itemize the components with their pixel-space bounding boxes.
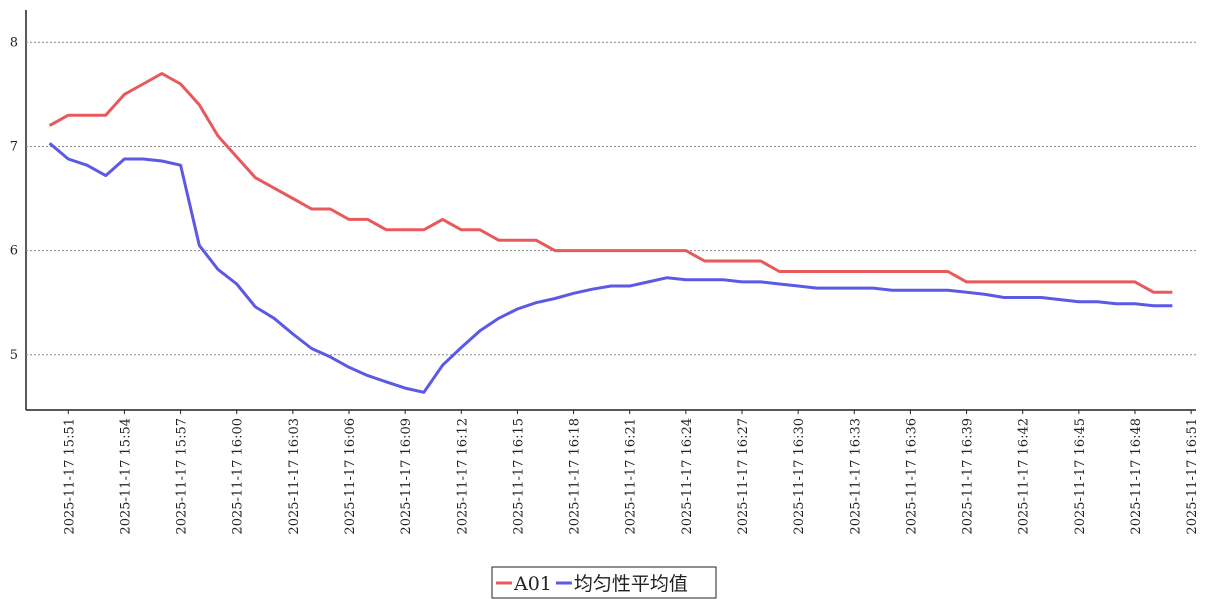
x-tick-label: 2025-11-17 16:51: [1185, 418, 1200, 535]
x-tick-label: 2025-11-17 16:45: [1073, 418, 1088, 535]
x-tick-label: 2025-11-17 16:33: [848, 418, 863, 535]
y-tick-label: 8: [10, 35, 18, 50]
x-tick-label: 2025-11-17 16:27: [736, 418, 751, 535]
y-tick-label: 6: [10, 244, 18, 259]
x-tick-label: 2025-11-17 15:54: [118, 418, 133, 535]
x-tick-label: 2025-11-17 16:06: [343, 418, 358, 535]
legend-label: 均匀性平均值: [574, 573, 688, 595]
x-tick-label: 2025-11-17 16:15: [511, 418, 526, 535]
x-tick-label: 2025-11-17 16:24: [680, 418, 695, 535]
x-tick-label: 2025-11-17 16:21: [624, 418, 639, 535]
x-tick-label: 2025-11-17 16:30: [792, 418, 807, 535]
series-line: [48, 72, 1173, 294]
x-tick-label: 2025-11-17 16:03: [287, 418, 302, 535]
x-tick-label: 2025-11-17 16:09: [399, 418, 414, 535]
x-tick-label: 2025-11-17 15:57: [175, 418, 190, 535]
x-tick-label: 2025-11-17 16:39: [961, 418, 976, 535]
x-tick-label: 2025-11-17 16:42: [1017, 418, 1032, 535]
x-tick-label: 2025-11-17 16:12: [455, 418, 470, 535]
legend-box: [491, 566, 717, 599]
x-tick-label: 2025-11-17 16:48: [1129, 418, 1144, 535]
y-tick-label: 5: [10, 348, 18, 363]
x-tick-label: 2025-11-17 16:00: [231, 418, 246, 535]
x-tick-label: 2025-11-17 16:36: [904, 418, 919, 535]
legend-label: A01: [513, 573, 552, 595]
x-tick-label: 2025-11-17 15:51: [62, 418, 77, 535]
y-tick-label: 7: [10, 139, 18, 154]
series-line: [48, 142, 1173, 394]
x-tick-label: 2025-11-17 16:18: [568, 418, 583, 535]
